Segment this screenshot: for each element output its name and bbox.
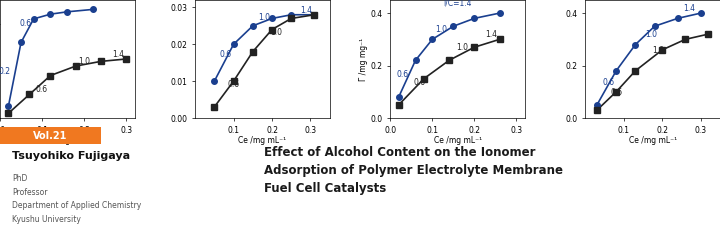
Text: 1.0: 1.0 — [435, 25, 446, 34]
Text: 1.4: 1.4 — [683, 4, 696, 13]
Text: 1.0: 1.0 — [258, 13, 270, 22]
X-axis label: Ce /mg mL⁻¹: Ce /mg mL⁻¹ — [629, 136, 677, 145]
Y-axis label: Γ /mg mg⁻¹: Γ /mg mg⁻¹ — [359, 37, 368, 81]
X-axis label: Ce /mg mL⁻¹: Ce /mg mL⁻¹ — [238, 136, 287, 145]
Text: 0.6: 0.6 — [610, 88, 622, 97]
Text: 1.4: 1.4 — [301, 6, 312, 15]
Text: 0.6: 0.6 — [414, 78, 426, 87]
Text: 1.0: 1.0 — [652, 46, 665, 55]
X-axis label: Ce /mg mL⁻¹: Ce /mg mL⁻¹ — [433, 136, 482, 145]
Text: 0.2: 0.2 — [0, 67, 10, 76]
Text: 0.6: 0.6 — [603, 78, 615, 87]
Text: I/C=1.4: I/C=1.4 — [444, 0, 472, 8]
Text: 1.4: 1.4 — [485, 30, 498, 39]
Text: 1.0: 1.0 — [270, 28, 282, 37]
Text: Kyushu University: Kyushu University — [12, 215, 81, 224]
Text: 0.6: 0.6 — [36, 86, 48, 94]
Text: Tsuyohiko Fujigaya: Tsuyohiko Fujigaya — [12, 151, 130, 161]
Text: Vol.21: Vol.21 — [33, 130, 68, 140]
Text: PhD: PhD — [12, 174, 27, 183]
Text: 1.0: 1.0 — [78, 57, 90, 66]
Text: Department of Applied Chemistry: Department of Applied Chemistry — [12, 201, 141, 210]
Text: 1.0: 1.0 — [645, 30, 657, 39]
Text: 0.6: 0.6 — [19, 19, 31, 28]
Text: 0.6: 0.6 — [228, 79, 240, 88]
Text: 1.0: 1.0 — [456, 43, 468, 52]
X-axis label: Ce /mg mL⁻¹: Ce /mg mL⁻¹ — [43, 136, 91, 145]
Text: 0.6: 0.6 — [397, 70, 409, 79]
Text: 0.6: 0.6 — [220, 50, 232, 59]
Text: Professor: Professor — [12, 188, 48, 197]
Text: Effect of Alcohol Content on the Ionomer
Adsorption of Polymer Electrolyte Membr: Effect of Alcohol Content on the Ionomer… — [264, 146, 563, 196]
Bar — [0, 127, 101, 144]
Text: 1.4: 1.4 — [112, 50, 124, 59]
